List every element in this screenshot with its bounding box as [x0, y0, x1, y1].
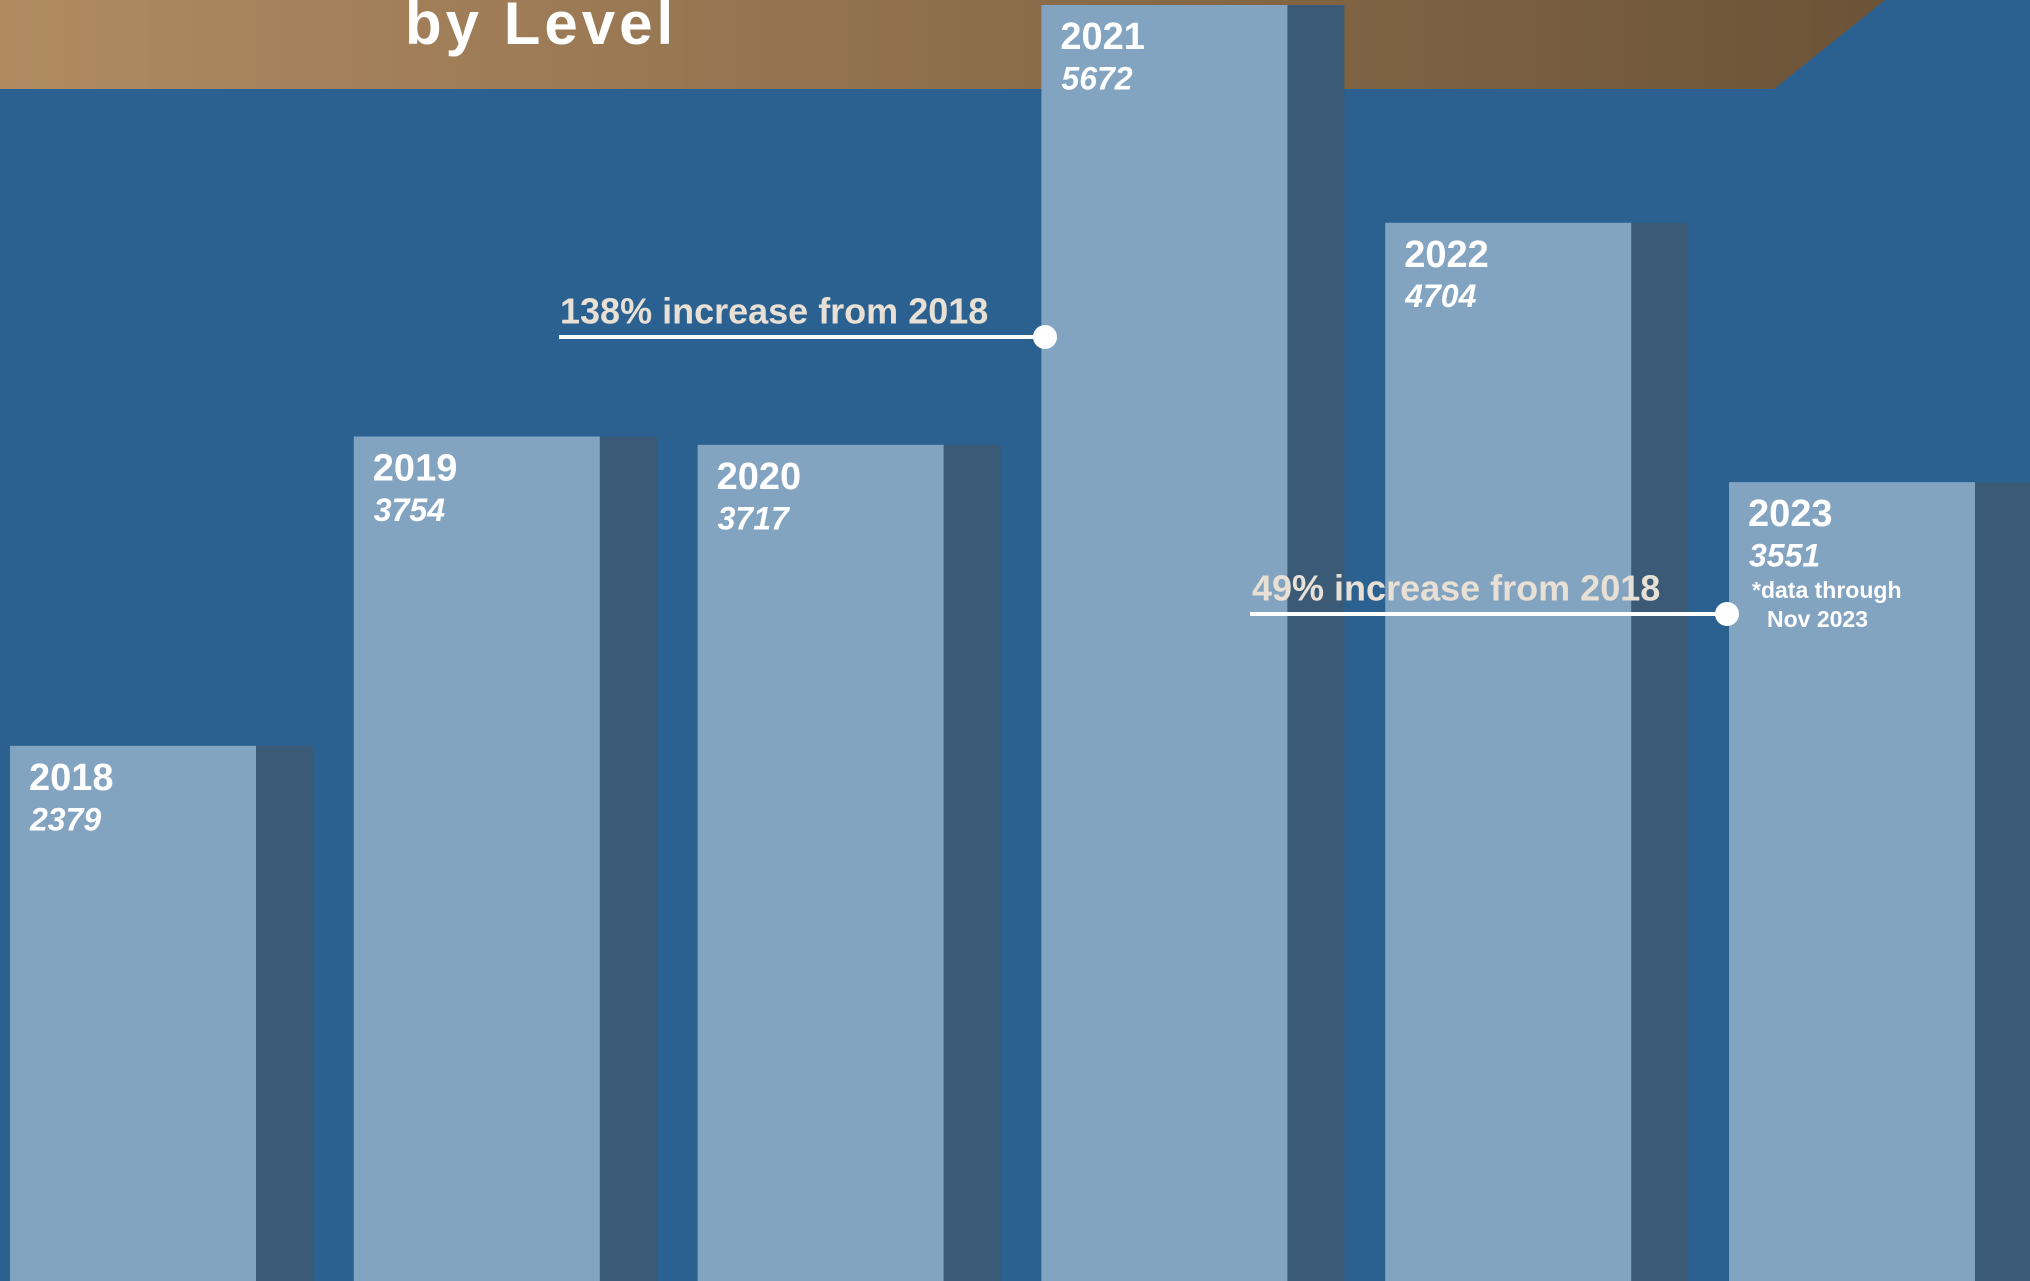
value-label: 3551	[1749, 538, 1820, 574]
bar-shadow	[1287, 5, 1345, 1281]
bar	[1041, 5, 1288, 1281]
bar-shadow	[1631, 222, 1689, 1281]
category-label: 2023	[1748, 493, 1833, 535]
bar-shadow	[943, 444, 1001, 1281]
footnote: Nov 2023	[1767, 606, 1868, 632]
annotation: 49% increase from 2018	[1252, 568, 1660, 609]
value-label: 5672	[1061, 60, 1132, 96]
bar-shadow	[1975, 482, 2030, 1281]
bar-shadow	[256, 745, 313, 1281]
annotation-dot	[1715, 602, 1739, 626]
category-label: 2022	[1404, 234, 1489, 276]
bar	[353, 436, 600, 1281]
category-label: 2018	[29, 757, 114, 799]
bar-shadow	[599, 436, 657, 1281]
value-label: 2379	[29, 801, 101, 837]
annotation-dot	[1033, 325, 1057, 349]
value-label: 4704	[1404, 278, 1476, 314]
bar	[1385, 222, 1632, 1281]
annotation: 138% increase from 2018	[560, 291, 988, 332]
bar	[697, 444, 944, 1281]
value-label: 3754	[374, 492, 445, 528]
value-label: 3717	[718, 500, 791, 536]
category-label: 2020	[717, 456, 802, 498]
footnote: *data through	[1752, 577, 1902, 603]
bar	[1729, 482, 1975, 1281]
bar	[10, 745, 256, 1281]
chart-title: by Level	[405, 0, 677, 57]
category-label: 2021	[1060, 16, 1145, 58]
category-label: 2019	[373, 448, 458, 490]
header-band	[0, 0, 1885, 89]
